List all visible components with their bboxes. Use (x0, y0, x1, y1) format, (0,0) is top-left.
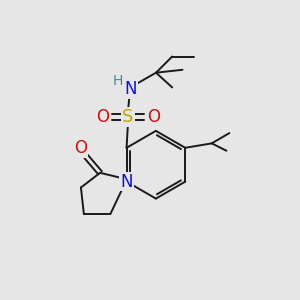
Text: H: H (112, 74, 123, 88)
Text: N: N (120, 173, 133, 191)
Text: O: O (96, 108, 109, 126)
Text: N: N (125, 80, 137, 98)
Text: S: S (122, 108, 134, 126)
Text: O: O (147, 108, 160, 126)
Text: O: O (74, 140, 87, 158)
